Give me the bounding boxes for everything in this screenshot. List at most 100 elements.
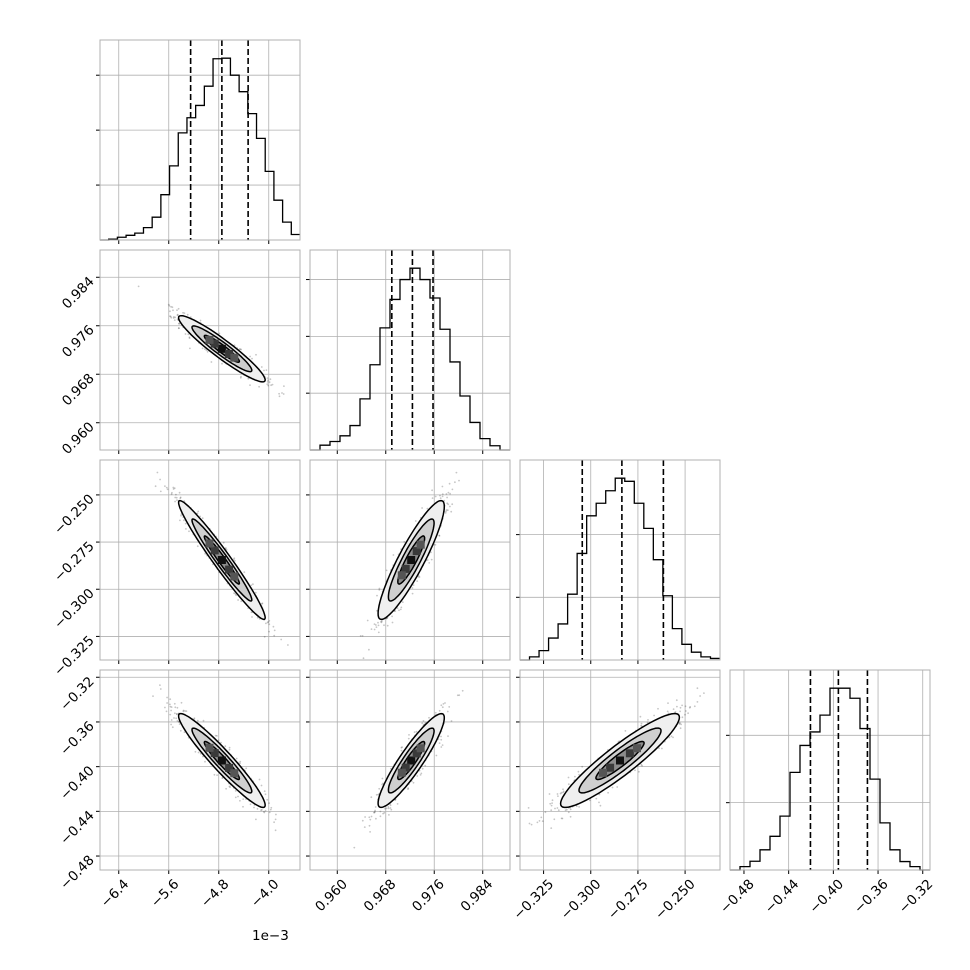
scatter-point bbox=[172, 317, 175, 319]
scatter-point bbox=[263, 790, 266, 793]
scatter-point bbox=[381, 783, 383, 786]
scatter-point bbox=[679, 706, 682, 709]
scatter-point bbox=[202, 755, 204, 758]
scatter-point bbox=[378, 787, 381, 790]
scatter-point bbox=[375, 626, 378, 628]
scatter-point bbox=[170, 723, 173, 726]
density-cell-3 bbox=[416, 744, 425, 753]
scatter-point bbox=[206, 350, 209, 353]
scatter-point bbox=[426, 507, 429, 510]
scatter-point bbox=[374, 806, 377, 808]
scatter-point bbox=[186, 313, 189, 316]
scatter-point bbox=[688, 706, 691, 709]
scatter-point bbox=[189, 347, 191, 350]
density-cell-1 bbox=[412, 749, 421, 758]
scatter-point bbox=[256, 616, 259, 619]
scatter-point bbox=[441, 706, 444, 709]
scatter-point bbox=[234, 559, 236, 562]
scatter-point bbox=[175, 496, 178, 499]
scatter-point bbox=[164, 485, 166, 487]
scatter-point bbox=[238, 348, 241, 351]
density-cell-4 bbox=[205, 743, 214, 752]
scatter-point bbox=[396, 803, 399, 805]
scatter-point bbox=[166, 696, 169, 699]
scatter-point bbox=[174, 500, 177, 503]
scatter-point bbox=[252, 583, 254, 586]
scatter-point bbox=[237, 599, 240, 601]
scatter-point bbox=[561, 817, 564, 820]
scatter-point bbox=[461, 689, 464, 692]
scatter-point bbox=[458, 479, 460, 482]
hist-frame-1 bbox=[309, 249, 511, 451]
scatter-point bbox=[681, 704, 683, 707]
scatter-point bbox=[376, 594, 378, 597]
scatter-point bbox=[274, 818, 277, 821]
density-cell-2 bbox=[210, 546, 219, 555]
scatter-point bbox=[428, 716, 430, 719]
scatter-point bbox=[182, 311, 184, 314]
scatter-point bbox=[446, 509, 449, 512]
scatter-point bbox=[401, 601, 404, 603]
scatter-point bbox=[385, 807, 388, 810]
scatter-point bbox=[172, 486, 175, 489]
scatter-point bbox=[381, 620, 383, 622]
scatter-point bbox=[370, 796, 373, 799]
scatter-point bbox=[377, 621, 379, 624]
scatter-point bbox=[242, 798, 245, 800]
scatter-point bbox=[444, 702, 446, 704]
panel-content-3-2 bbox=[527, 687, 705, 829]
scatter-point bbox=[263, 810, 265, 813]
scatter-point bbox=[199, 319, 202, 322]
scatter-point bbox=[173, 316, 175, 318]
scatter-point bbox=[446, 710, 449, 713]
panel-content-2-1 bbox=[359, 440, 469, 660]
density-cell-4 bbox=[397, 768, 406, 777]
scatter-point bbox=[678, 723, 681, 725]
scatter-point bbox=[263, 635, 266, 638]
scatter-point bbox=[375, 793, 378, 796]
scatter-point bbox=[445, 493, 448, 495]
scatter-point bbox=[373, 811, 375, 814]
scatter-point bbox=[170, 305, 172, 308]
scatter-point bbox=[239, 762, 241, 765]
scatter-point bbox=[616, 786, 619, 788]
scatter-point bbox=[228, 785, 231, 788]
scatter-point bbox=[467, 440, 469, 442]
scatter-point bbox=[440, 738, 443, 741]
scatter-point bbox=[261, 603, 263, 605]
scatter-point bbox=[267, 379, 269, 382]
scatter-point bbox=[204, 348, 206, 350]
scatter-point bbox=[377, 793, 380, 796]
scatter-point bbox=[389, 807, 392, 809]
scatter-point bbox=[268, 381, 271, 384]
scatter-point bbox=[412, 781, 415, 784]
scatter-point bbox=[185, 528, 187, 530]
scatter-point bbox=[196, 719, 199, 722]
scatter-point bbox=[447, 503, 450, 506]
scatter-point bbox=[378, 589, 381, 591]
scatter-point bbox=[449, 492, 451, 495]
scatter-point bbox=[438, 534, 441, 537]
scatter-point bbox=[400, 746, 403, 749]
scatter-point bbox=[174, 496, 177, 499]
density-cell-1 bbox=[225, 763, 234, 772]
scatter-point bbox=[170, 706, 173, 708]
scatter-point bbox=[169, 315, 172, 318]
scatter-point bbox=[179, 729, 182, 732]
panel-frame-3-0 bbox=[99, 669, 301, 871]
scatter-point bbox=[379, 810, 382, 813]
scatter-point bbox=[370, 628, 373, 630]
scatter-point bbox=[282, 393, 285, 395]
scatter-point bbox=[383, 811, 386, 814]
scatter-point bbox=[216, 774, 219, 776]
scatter-point bbox=[176, 713, 178, 716]
scatter-point bbox=[456, 694, 459, 697]
scatter-point bbox=[379, 815, 382, 818]
panel-frame-1-0 bbox=[99, 249, 301, 451]
scatter-point bbox=[164, 706, 166, 709]
scatter-point bbox=[268, 630, 270, 633]
scatter-point bbox=[171, 491, 173, 494]
scatter-point bbox=[441, 493, 444, 495]
scatter-point bbox=[170, 709, 173, 712]
scatter-point bbox=[440, 704, 443, 707]
